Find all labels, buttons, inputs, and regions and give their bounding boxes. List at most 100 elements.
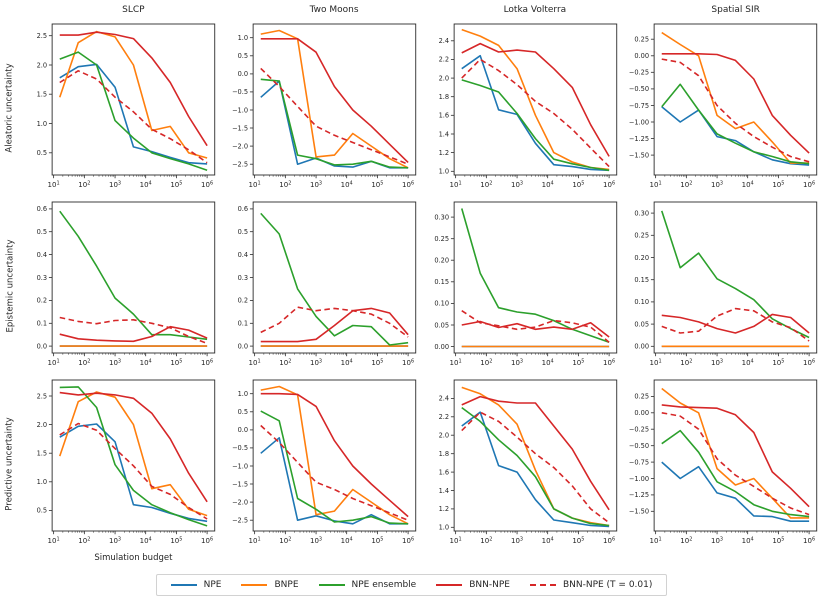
svg-text:−2.5: −2.5 [232,161,248,169]
svg-text:−0.75: −0.75 [629,102,649,110]
svg-text:0.25: 0.25 [434,235,449,243]
svg-text:1.6: 1.6 [438,468,449,476]
svg-text:0.5: 0.5 [37,507,48,515]
svg-text:104: 104 [742,536,754,545]
svg-text:105: 105 [371,536,383,545]
svg-text:−2.0: −2.0 [232,498,248,506]
svg-text:1.6: 1.6 [438,112,449,120]
svg-text:104: 104 [541,358,553,367]
svg-text:−1.0: −1.0 [232,106,248,114]
svg-text:1.5: 1.5 [37,91,48,99]
svg-text:102: 102 [681,180,693,189]
subplot-predictive-two-moons: 101 102 103 104 105 106 1.0 0.5 0.0 −0.5 −1.0 −1.5 −… [219,375,420,553]
svg-text:105: 105 [371,358,383,367]
svg-text:103: 103 [310,180,322,189]
svg-text:−0.50: −0.50 [629,442,649,450]
svg-text:105: 105 [572,536,584,545]
svg-text:1.2: 1.2 [438,505,449,513]
svg-text:101: 101 [48,180,60,189]
svg-text:−0.25: −0.25 [629,426,649,434]
svg-text:−1.0: −1.0 [232,462,248,470]
svg-text:−1.5: −1.5 [232,124,248,132]
svg-text:0.2: 0.2 [37,297,48,305]
legend-label: BNN-NPE [469,580,510,590]
svg-text:104: 104 [340,180,352,189]
svg-text:−1.50: −1.50 [629,151,649,159]
row-label-predictive: Predictive uncertainty [5,417,15,511]
svg-text:101: 101 [650,358,662,367]
subplot-epistemic-two-moons: 101 102 103 104 105 106 0.0 0.1 0.2 0.3 0.4 0.5 0.6 [219,197,420,375]
subplot-aleatoric-lotka-volterra: 101 102 103 104 105 106 1.0 1.2 1.4 1.6 1.8 2.0 2.2 2… [420,19,621,197]
svg-text:101: 101 [449,536,461,545]
subplot-epistemic-slcp: 101 102 103 104 105 106 0.0 0.1 0.2 0.3 0.4 0.5 0.6 [18,197,219,375]
svg-text:1.5: 1.5 [37,450,48,458]
row-label-epistemic: Epistemic uncertainty [5,239,15,333]
svg-text:2.5: 2.5 [37,392,48,400]
svg-text:103: 103 [510,536,522,545]
svg-text:102: 102 [279,358,291,367]
svg-text:103: 103 [310,358,322,367]
svg-text:106: 106 [603,180,615,189]
svg-text:105: 105 [572,358,584,367]
svg-text:2.0: 2.0 [438,432,449,440]
svg-text:102: 102 [279,180,291,189]
legend-item-bnn-npe: BNN-NPE [436,580,510,590]
svg-text:0.20: 0.20 [635,254,650,262]
svg-text:1.4: 1.4 [438,487,449,495]
svg-text:0.00: 0.00 [434,343,449,351]
svg-text:103: 103 [109,180,121,189]
legend-label: NPE ensemble [351,580,417,590]
svg-text:102: 102 [78,358,90,367]
svg-text:101: 101 [449,358,461,367]
svg-text:−1.50: −1.50 [629,508,649,516]
svg-text:102: 102 [480,358,492,367]
col-title-slcp: SLCP [122,5,145,15]
svg-text:1.0: 1.0 [37,120,48,128]
svg-text:106: 106 [402,536,414,545]
svg-text:1.8: 1.8 [438,93,449,101]
svg-text:0.30: 0.30 [635,209,650,217]
svg-text:106: 106 [803,358,815,367]
svg-text:103: 103 [109,536,121,545]
svg-text:0.2: 0.2 [237,297,248,305]
subplot-epistemic-lotka-volterra: 101 102 103 104 105 106 0.00 0.05 0.10 0.15 0.20 0.… [420,197,621,375]
svg-text:−0.25: −0.25 [629,69,649,77]
svg-text:104: 104 [340,358,352,367]
svg-text:1.0: 1.0 [37,478,48,486]
svg-text:0.0: 0.0 [37,342,48,350]
legend: NPE BNPE NPE ensemble BNN-NPE BNN-NPE (T… [2,567,821,601]
svg-text:102: 102 [78,180,90,189]
svg-text:2.2: 2.2 [438,413,449,421]
svg-text:2.0: 2.0 [438,74,449,82]
svg-text:104: 104 [140,536,152,545]
legend-item-npe-ensemble: NPE ensemble [318,580,417,590]
svg-text:101: 101 [650,536,662,545]
svg-text:1.4: 1.4 [438,130,449,138]
svg-text:−0.5: −0.5 [232,88,248,96]
svg-text:104: 104 [340,536,352,545]
svg-text:0.05: 0.05 [635,320,650,328]
svg-text:105: 105 [371,180,383,189]
col-title-spatial-sir: Spatial SIR [711,5,760,15]
svg-text:0.0: 0.0 [237,70,248,78]
svg-text:106: 106 [603,536,615,545]
subplot-epistemic-spatial-sir: 101 102 103 104 105 106 0.00 0.05 0.10 0.15 0.20 0.… [620,197,821,375]
svg-text:105: 105 [773,180,785,189]
col-title-lotka-volterra: Lotka Volterra [503,5,567,15]
svg-text:2.0: 2.0 [37,61,48,69]
svg-text:101: 101 [248,536,260,545]
svg-text:106: 106 [201,536,213,545]
svg-text:−1.00: −1.00 [629,118,649,126]
legend-label: NPE [203,580,222,590]
svg-text:105: 105 [773,358,785,367]
subplot-predictive-spatial-sir: 101 102 103 104 105 106 0.25 0.00 −0.25 −0.50 −0.7… [620,375,821,553]
svg-text:0.5: 0.5 [237,52,248,60]
svg-text:0.25: 0.25 [635,393,650,401]
row-label-aleatoric: Aleatoric uncertainty [5,63,15,153]
svg-text:−2.0: −2.0 [232,142,248,150]
svg-text:2.5: 2.5 [37,32,48,40]
svg-text:106: 106 [201,180,213,189]
svg-text:104: 104 [742,180,754,189]
spacer [2,553,18,567]
svg-text:0.00: 0.00 [635,343,650,351]
